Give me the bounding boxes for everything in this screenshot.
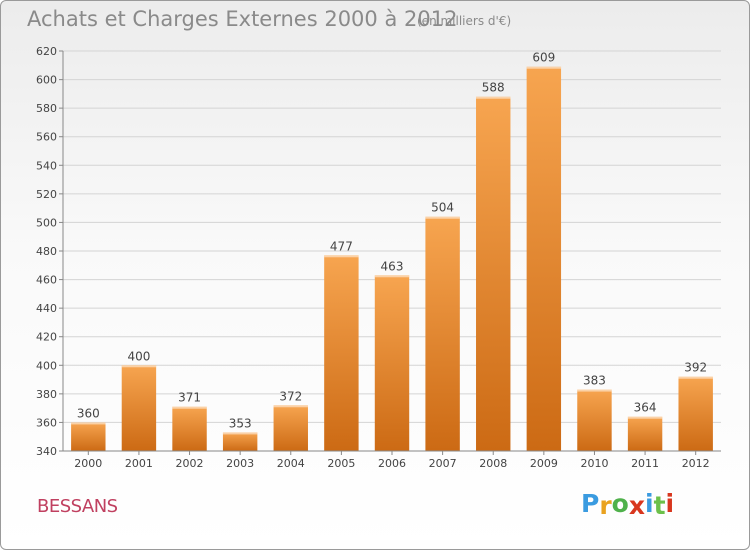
bar-highlight [374, 275, 410, 278]
y-tick-label: 500 [36, 216, 57, 229]
logo-letter: x [628, 491, 645, 520]
bar-highlight [476, 96, 511, 99]
y-tick-label: 620 [36, 45, 57, 58]
logo-letter: o [611, 489, 629, 518]
x-tick-label: 2001 [125, 457, 153, 470]
data-label: 609 [532, 51, 555, 65]
bar-highlight [526, 66, 562, 69]
data-label: 392 [684, 361, 707, 375]
bar [678, 376, 713, 451]
data-label: 364 [634, 401, 657, 415]
data-label: 400 [127, 349, 150, 363]
bar [526, 66, 562, 451]
y-tick-label: 440 [36, 302, 57, 315]
bar-highlight [324, 255, 359, 258]
y-tick-label: 520 [36, 188, 57, 201]
x-tick-label: 2007 [429, 457, 457, 470]
y-tick-label: 540 [36, 159, 57, 172]
y-tick-label: 460 [36, 274, 57, 287]
bar [71, 422, 106, 451]
proxiti-logo[interactable]: Proxiti [581, 489, 675, 520]
data-label: 372 [279, 389, 302, 403]
chart-unit: (en milliers d'€) [417, 14, 512, 28]
y-tick-label: 340 [36, 445, 57, 458]
x-tick-label: 2004 [277, 457, 305, 470]
bar-highlight [71, 422, 106, 425]
bar-highlight [222, 432, 258, 435]
y-tick-label: 400 [36, 359, 57, 372]
bar-highlight [172, 406, 207, 409]
bar [374, 275, 410, 451]
chart-title: Achats et Charges Externes 2000 à 2012 [27, 7, 458, 31]
bar [222, 432, 258, 451]
data-label: 353 [229, 416, 252, 430]
data-label: 588 [482, 81, 505, 95]
place-name: BESSANS [37, 496, 118, 517]
data-label: 463 [381, 259, 404, 273]
x-tick-label: 2006 [378, 457, 406, 470]
y-tick-label: 420 [36, 331, 57, 344]
x-tick-label: 2008 [479, 457, 507, 470]
bar-highlight [425, 216, 460, 219]
data-label: 360 [77, 406, 100, 420]
y-tick-label: 480 [36, 245, 57, 258]
bar-highlight [627, 416, 663, 419]
x-tick-label: 2005 [327, 457, 355, 470]
logo-letter: t [653, 491, 666, 520]
logo-letter: i [665, 489, 675, 518]
x-tick-label: 2012 [682, 457, 710, 470]
data-label: 504 [431, 201, 454, 215]
x-tick-label: 2010 [580, 457, 608, 470]
bar [121, 365, 157, 451]
bars: 360 400 371 353 372 477 463 504 588 609 383 364 392 [71, 51, 713, 451]
data-label: 477 [330, 239, 353, 253]
data-label: 383 [583, 374, 606, 388]
y-tick-label: 560 [36, 131, 57, 144]
y-tick-label: 600 [36, 74, 57, 87]
bar-highlight [577, 389, 612, 392]
x-tick-label: 2002 [176, 457, 204, 470]
y-tick-label: 380 [36, 388, 57, 401]
x-tick-label: 2003 [226, 457, 254, 470]
bar-highlight [273, 405, 308, 408]
logo-letter: r [599, 491, 612, 520]
x-tick-label: 2011 [631, 457, 659, 470]
bar [577, 389, 612, 451]
bar [324, 255, 359, 451]
bar [476, 96, 511, 451]
bar [425, 216, 460, 451]
axes: 340 360 380 400 420 440 460 480 500 520 540 560 580 6… [36, 45, 721, 470]
bar [172, 406, 207, 451]
data-label: 371 [178, 391, 201, 405]
bar [273, 405, 308, 451]
y-tick-label: 360 [36, 416, 57, 429]
bar-highlight [121, 365, 157, 368]
logo-letter: P [581, 489, 600, 518]
bar-highlight [678, 376, 713, 379]
x-tick-label: 2000 [74, 457, 102, 470]
y-tick-label: 580 [36, 102, 57, 115]
bar [627, 416, 663, 451]
x-tick-label: 2009 [530, 457, 558, 470]
logo-letter: i [645, 489, 654, 518]
